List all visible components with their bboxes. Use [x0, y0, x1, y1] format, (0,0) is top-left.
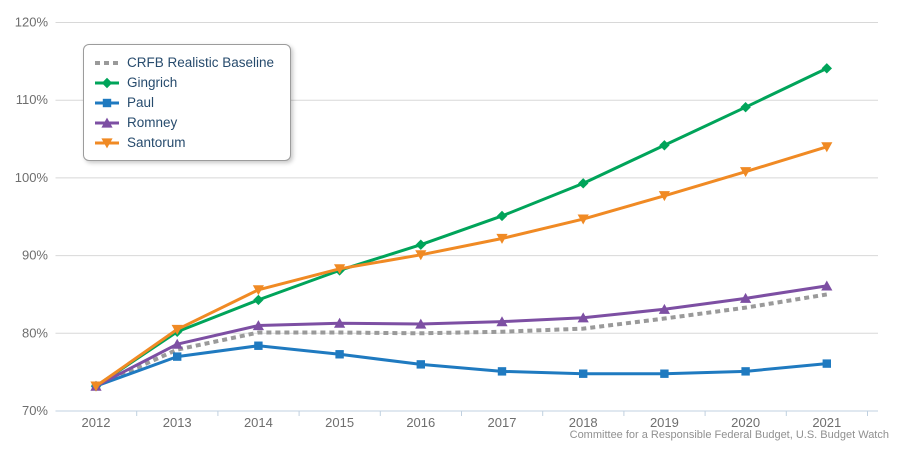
dashed-line-icon — [95, 60, 119, 65]
legend-item-label: Paul — [127, 95, 155, 110]
x-axis-label: 2019 — [650, 415, 679, 430]
triangle-marker-icon — [577, 312, 589, 323]
triangle-down-icon — [95, 137, 119, 148]
legend-item-label: Santorum — [127, 135, 186, 150]
y-axis-label: 120% — [15, 15, 49, 30]
diamond-marker-icon — [578, 178, 589, 189]
square-marker-icon — [416, 360, 425, 369]
x-axis-label: 2017 — [488, 415, 517, 430]
diamond-marker-icon — [415, 239, 426, 250]
legend-item-label: CRFB Realistic Baseline — [127, 55, 275, 70]
y-axis-label: 100% — [15, 170, 49, 185]
x-axis-label: 2016 — [406, 415, 435, 430]
x-axis-label: 2021 — [812, 415, 841, 430]
y-axis-label: 80% — [22, 325, 48, 340]
triangle-marker-icon — [821, 280, 833, 291]
legend-item-paul[interactable]: Paul — [94, 93, 274, 112]
x-axis-label: 2020 — [731, 415, 760, 430]
triangle-down-marker-icon — [415, 250, 427, 261]
legend-item-gingrich[interactable]: Gingrich — [94, 73, 274, 92]
triangle-down-marker-icon — [496, 233, 508, 244]
y-axis-label: 90% — [22, 248, 48, 263]
diamond-marker-icon — [821, 63, 832, 74]
square-marker-icon — [579, 369, 588, 378]
legend-item-label: Gingrich — [127, 75, 178, 90]
x-axis-label: 2014 — [244, 415, 273, 430]
square-marker-icon — [254, 341, 263, 350]
triangle-marker-icon — [334, 317, 346, 328]
chart-credits[interactable]: Committee for a Responsible Federal Budg… — [569, 429, 889, 441]
triangle-icon — [95, 117, 119, 128]
series-line-romney — [94, 284, 829, 388]
triangle-marker-icon — [252, 320, 264, 331]
triangle-down-marker-icon — [90, 381, 102, 392]
triangle-down-marker-icon — [658, 191, 670, 202]
triangle-marker-icon — [740, 292, 752, 303]
square-marker-icon — [660, 369, 669, 378]
diamond-marker-icon — [253, 294, 264, 306]
y-axis-label: 110% — [16, 92, 49, 107]
square-marker-icon — [741, 367, 750, 376]
legend-item-label: Romney — [127, 115, 178, 130]
triangle-marker-icon — [171, 338, 183, 349]
legend-item-santorum[interactable]: Santorum — [94, 133, 274, 152]
series-line-paul — [94, 344, 829, 388]
legend-item-romney[interactable]: Romney — [94, 113, 274, 132]
diamond-marker-icon — [496, 210, 508, 222]
y-axis-label: 70% — [22, 403, 48, 418]
x-axis-label: 2015 — [325, 415, 354, 430]
legend-item-crfb-realistic-baseline[interactable]: CRFB Realistic Baseline — [94, 53, 274, 72]
x-axis-label: 2018 — [569, 415, 598, 430]
diamond-icon — [95, 77, 119, 88]
triangle-down-marker-icon — [252, 285, 264, 296]
x-axis-label: 2012 — [82, 415, 111, 430]
series-line-gingrich — [94, 66, 829, 388]
triangle-down-marker-icon — [577, 214, 589, 225]
series-line-santorum — [94, 145, 829, 388]
square-marker-icon — [335, 350, 344, 359]
square-marker-icon — [822, 359, 831, 368]
x-axis-label: 2013 — [163, 415, 192, 430]
square-marker-icon — [497, 367, 507, 376]
diamond-marker-icon — [659, 140, 670, 151]
diamond-marker-icon — [740, 101, 751, 113]
legend: CRFB Realistic Baseline Gingrich Paul Romne… — [83, 44, 292, 161]
triangle-down-marker-icon — [740, 167, 752, 178]
triangle-marker-icon — [496, 316, 508, 327]
triangle-down-marker-icon — [334, 264, 346, 275]
triangle-marker-icon — [415, 318, 427, 329]
triangle-down-marker-icon — [171, 324, 183, 335]
triangle-marker-icon — [658, 303, 670, 314]
triangle-down-marker-icon — [821, 142, 833, 153]
series-line-crfb-realistic-baseline — [95, 292, 828, 388]
square-marker-icon — [173, 352, 182, 361]
square-icon — [95, 98, 119, 107]
